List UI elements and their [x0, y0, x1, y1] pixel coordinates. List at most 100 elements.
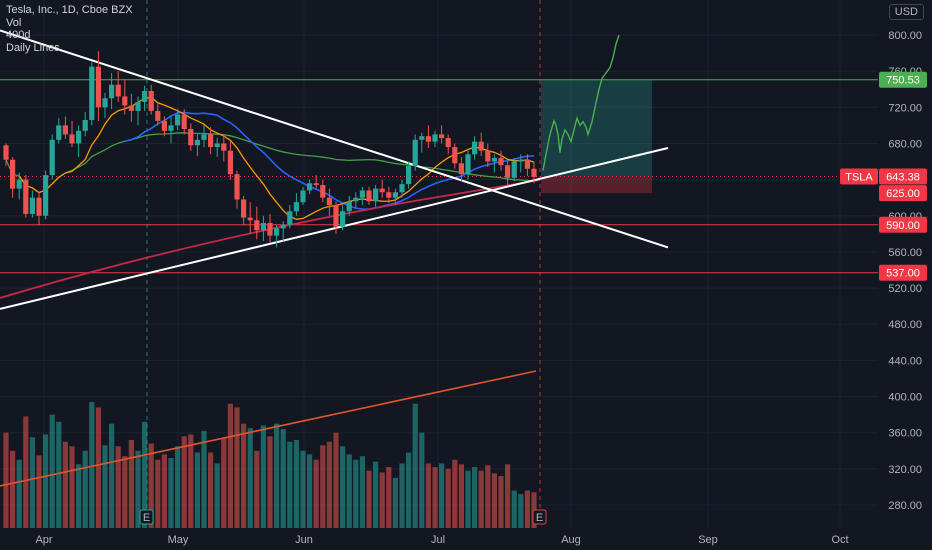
volume-bar [320, 445, 326, 528]
candle-body [353, 197, 359, 202]
candle-body [128, 105, 134, 111]
volume-bar [168, 458, 174, 528]
x-tick-label: Apr [35, 534, 52, 546]
ma-green-line [5, 132, 535, 194]
volume-bar [76, 464, 82, 528]
volume-bar [16, 459, 22, 528]
volume-bar [478, 470, 484, 528]
volume-bar [227, 403, 233, 528]
candle-body [135, 101, 141, 111]
y-tick-label: 280.00 [888, 500, 922, 512]
volume-bar [267, 436, 273, 528]
candle-body [511, 161, 517, 178]
candle-body [3, 145, 9, 160]
candle-body [320, 185, 326, 198]
volume-bar [234, 407, 240, 528]
candle-body [274, 228, 280, 236]
volume-bar [399, 463, 405, 528]
volume-bar [505, 464, 511, 528]
x-tick-label: Jul [431, 534, 445, 546]
volume-bar [491, 473, 497, 528]
candle-body [465, 154, 471, 175]
candle-body [392, 192, 398, 198]
volume-bar [95, 407, 101, 528]
volume-bar [36, 455, 42, 528]
volume-bar [412, 403, 418, 528]
price-label-bg [879, 71, 927, 88]
candle-body [82, 119, 88, 131]
volume-bar [287, 441, 293, 528]
candle-body [188, 129, 194, 146]
candle-body [247, 217, 253, 221]
volume-bar [392, 477, 398, 528]
candle-body [227, 150, 233, 175]
volume-bar [524, 490, 530, 528]
candle-body [76, 130, 82, 144]
volume-bar [333, 432, 339, 528]
candle-body [36, 197, 42, 216]
candle-body [10, 159, 16, 189]
volume-bar [122, 456, 128, 528]
candle-body [373, 188, 379, 202]
candle-body [478, 141, 484, 151]
candle-body [161, 120, 167, 131]
y-tick-label: 680.00 [888, 138, 922, 150]
candle-body [221, 143, 227, 151]
candle-body [326, 197, 332, 205]
x-tick-label: Aug [561, 534, 581, 546]
price-label: 590.00 [886, 220, 920, 232]
currency-button[interactable]: USD [888, 4, 924, 20]
candle-body [419, 136, 425, 140]
volume-bar [386, 467, 392, 528]
earnings-badge [139, 509, 154, 525]
legend-volume: Vol [6, 16, 22, 29]
ma-orange-line [18, 96, 535, 220]
volume-bar [155, 459, 161, 528]
volume-bar [181, 436, 187, 528]
volume-bar [373, 461, 379, 528]
volume-bar [379, 472, 385, 528]
candle-body [491, 157, 497, 162]
volume-bar [511, 490, 517, 528]
candle-body [472, 141, 478, 155]
projection-path [542, 34, 620, 171]
stop-zone [541, 176, 652, 194]
volume-bar [254, 450, 260, 528]
volume-bar [221, 438, 227, 528]
legend-ma: 400d [6, 29, 31, 41]
volume-bar [89, 401, 95, 528]
price-label: 625.00 [886, 188, 920, 200]
volume-bar [142, 421, 148, 528]
legend-daily-lines: Daily Lines [6, 41, 60, 54]
y-tick-label: 440.00 [888, 355, 922, 367]
volume-bar [340, 446, 346, 528]
volume-bar [188, 434, 194, 528]
x-tick-label: May [168, 534, 189, 546]
candle-body [122, 96, 128, 106]
price-label: 643.38 [886, 172, 920, 184]
volume-bar [419, 432, 425, 528]
candle-body [524, 159, 530, 169]
volume-bar [69, 446, 75, 528]
candle-body [531, 168, 537, 177]
candle-body [23, 179, 29, 214]
candle-body [359, 190, 365, 198]
volume-bar [10, 450, 16, 528]
candle-body [267, 223, 273, 236]
chart-legend: Tesla, Inc., 1D, Cboe BZX Vol 400d Daily… [6, 4, 133, 54]
y-tick-label: 360.00 [888, 428, 922, 440]
candle-body [95, 66, 101, 108]
candle-body [43, 175, 49, 216]
candle-body [260, 223, 266, 231]
candle-body [175, 114, 181, 126]
volume-bar [241, 423, 247, 528]
volume-bar [425, 463, 431, 528]
volume-bar [300, 450, 306, 528]
volume-bar [293, 439, 299, 528]
candle-body [56, 125, 62, 140]
price-label: 537.00 [886, 268, 920, 280]
candle-body [155, 110, 161, 121]
volume-bar [82, 450, 88, 528]
candle-body [89, 66, 95, 120]
